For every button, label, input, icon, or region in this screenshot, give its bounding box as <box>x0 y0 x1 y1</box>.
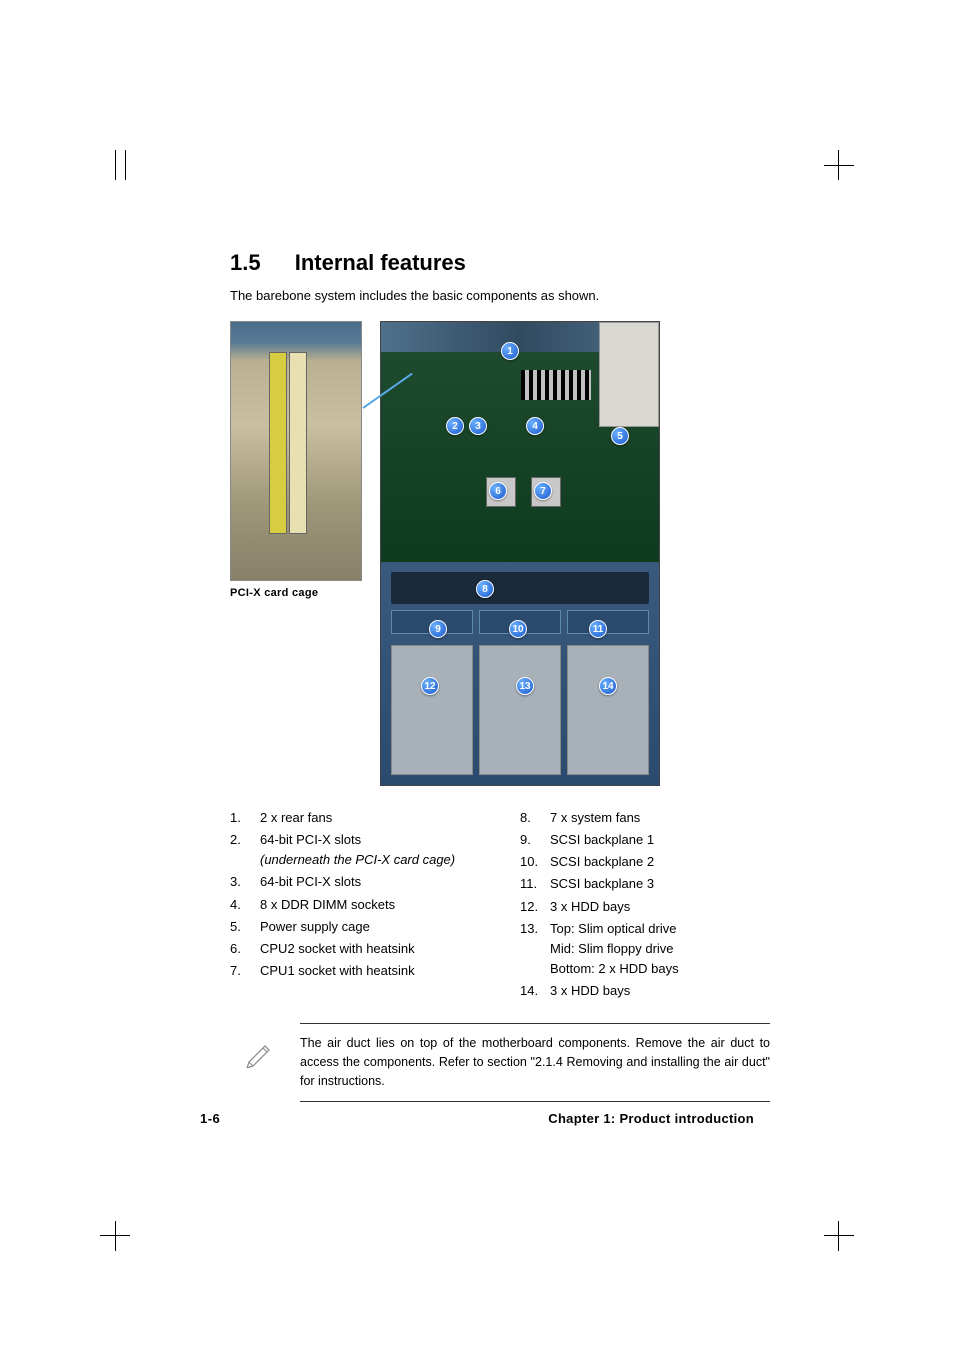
legend-item: 11.SCSI backplane 3 <box>520 874 770 894</box>
psu-cage <box>599 322 659 427</box>
page-footer: 1-6 Chapter 1: Product introduction <box>200 1111 754 1126</box>
callout-11: 11 <box>589 620 607 638</box>
legend-item: 4.8 x DDR DIMM sockets <box>230 895 480 915</box>
legend-text: 8 x DDR DIMM sockets <box>260 895 480 915</box>
legend-text: 3 x HDD bays <box>550 897 770 917</box>
legend-text: CPU2 socket with heatsink <box>260 939 480 959</box>
heading-title: Internal features <box>295 250 466 275</box>
callout-1: 1 <box>501 342 519 360</box>
pci-cage-caption: PCI-X card cage <box>230 587 362 599</box>
legend-right-col: 8.7 x system fans9.SCSI backplane 110.SC… <box>520 808 770 1003</box>
legend-text: 64-bit PCI-X slots(underneath the PCI-X … <box>260 830 480 870</box>
legend-item: 12.3 x HDD bays <box>520 897 770 917</box>
legend-item: 3.64-bit PCI-X slots <box>230 872 480 892</box>
crop-mark-tr <box>814 150 854 190</box>
legend-item: 9.SCSI backplane 1 <box>520 830 770 850</box>
legend-text: SCSI backplane 2 <box>550 852 770 872</box>
legend-item: 5.Power supply cage <box>230 917 480 937</box>
legend-text: Power supply cage <box>260 917 480 937</box>
callout-10: 10 <box>509 620 527 638</box>
legend-num: 8. <box>520 808 550 828</box>
legend-num: 2. <box>230 830 260 870</box>
page-content: 1.5 Internal features The barebone syste… <box>230 250 770 1102</box>
dimm-sockets <box>521 370 591 400</box>
heading-number: 1.5 <box>230 250 261 276</box>
legend-item: 2.64-bit PCI-X slots(underneath the PCI-… <box>230 830 480 870</box>
callout-5: 5 <box>611 427 629 445</box>
legend-num: 3. <box>230 872 260 892</box>
legend-num: 14. <box>520 981 550 1001</box>
legend-num: 13. <box>520 919 550 979</box>
note-box: The air duct lies on top of the motherbo… <box>300 1023 770 1101</box>
legend-num: 4. <box>230 895 260 915</box>
callout-13: 13 <box>516 677 534 695</box>
legend-num: 1. <box>230 808 260 828</box>
legend-text: Top: Slim optical driveMid: Slim floppy … <box>550 919 770 979</box>
legend-item: 13.Top: Slim optical driveMid: Slim flop… <box>520 919 770 979</box>
chapter-label: Chapter 1: Product introduction <box>548 1111 754 1126</box>
legend-extra-line: Bottom: 2 x HDD bays <box>550 959 770 979</box>
legend-sub: (underneath the PCI-X card cage) <box>260 850 480 870</box>
legend-left-col: 1.2 x rear fans2.64-bit PCI-X slots(unde… <box>230 808 480 1003</box>
legend-num: 12. <box>520 897 550 917</box>
note-text: The air duct lies on top of the motherbo… <box>300 1036 770 1088</box>
legend-num: 9. <box>520 830 550 850</box>
crop-mark-bl <box>100 1211 140 1251</box>
callout-12: 12 <box>421 677 439 695</box>
legend-text: CPU1 socket with heatsink <box>260 961 480 981</box>
legend-item: 10.SCSI backplane 2 <box>520 852 770 872</box>
legend-text: 7 x system fans <box>550 808 770 828</box>
callout-7: 7 <box>534 482 552 500</box>
legend-text: 3 x HDD bays <box>550 981 770 1001</box>
legend-item: 1.2 x rear fans <box>230 808 480 828</box>
legend-num: 10. <box>520 852 550 872</box>
callout-4: 4 <box>526 417 544 435</box>
legend-item: 7.CPU1 socket with heatsink <box>230 961 480 981</box>
figure-row: PCI-X card cage 1234567891011121314 <box>230 321 770 786</box>
pencil-icon <box>245 1038 275 1068</box>
legend-extra-line: Mid: Slim floppy drive <box>550 939 770 959</box>
legend-text: SCSI backplane 3 <box>550 874 770 894</box>
callout-6: 6 <box>489 482 507 500</box>
legend-num: 5. <box>230 917 260 937</box>
section-heading: 1.5 Internal features <box>230 250 770 276</box>
legend-item: 8.7 x system fans <box>520 808 770 828</box>
crop-mark-tl <box>100 150 140 190</box>
callout-14: 14 <box>599 677 617 695</box>
intro-text: The barebone system includes the basic c… <box>230 288 770 303</box>
hdd-bays <box>391 645 649 775</box>
legend-item: 14.3 x HDD bays <box>520 981 770 1001</box>
pci-cage-image <box>230 321 362 581</box>
crop-mark-br <box>814 1211 854 1251</box>
legend-text: 64-bit PCI-X slots <box>260 872 480 892</box>
main-board-image: 1234567891011121314 <box>380 321 660 786</box>
legend-text: 2 x rear fans <box>260 808 480 828</box>
legend-num: 7. <box>230 961 260 981</box>
callout-2: 2 <box>446 417 464 435</box>
pci-cage-column: PCI-X card cage <box>230 321 362 786</box>
legend-row: 1.2 x rear fans2.64-bit PCI-X slots(unde… <box>230 808 770 1003</box>
legend-item: 6.CPU2 socket with heatsink <box>230 939 480 959</box>
legend-num: 6. <box>230 939 260 959</box>
callout-3: 3 <box>469 417 487 435</box>
legend-num: 11. <box>520 874 550 894</box>
callout-8: 8 <box>476 580 494 598</box>
system-fan-bar <box>391 572 649 604</box>
page-number: 1-6 <box>200 1111 220 1126</box>
legend-text: SCSI backplane 1 <box>550 830 770 850</box>
callout-9: 9 <box>429 620 447 638</box>
